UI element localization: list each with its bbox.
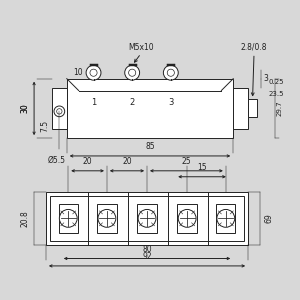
Circle shape <box>54 106 65 117</box>
Text: 30: 30 <box>21 103 30 113</box>
Bar <box>58 203 78 233</box>
Text: 3: 3 <box>263 74 268 83</box>
Bar <box>50 196 244 241</box>
Text: 15: 15 <box>197 163 207 172</box>
Text: 80: 80 <box>142 245 152 254</box>
Bar <box>46 192 248 245</box>
Text: 29.7: 29.7 <box>276 100 282 116</box>
Text: 30: 30 <box>21 103 30 113</box>
Text: Ø5.5: Ø5.5 <box>47 156 65 165</box>
Bar <box>67 79 233 138</box>
Circle shape <box>86 65 101 80</box>
Text: 2.8/0.8: 2.8/0.8 <box>241 43 267 52</box>
Circle shape <box>59 209 77 227</box>
Text: 92: 92 <box>142 253 152 262</box>
Circle shape <box>178 209 196 227</box>
Text: 10: 10 <box>73 68 82 77</box>
Text: 69: 69 <box>264 214 273 223</box>
Text: 7.5: 7.5 <box>40 120 49 132</box>
Bar <box>137 203 157 233</box>
Text: 85: 85 <box>145 142 155 152</box>
Bar <box>97 203 117 233</box>
Circle shape <box>217 209 235 227</box>
Circle shape <box>98 209 116 227</box>
Text: 1: 1 <box>91 98 96 107</box>
Text: 20: 20 <box>83 157 92 166</box>
Text: 2: 2 <box>130 98 135 107</box>
Circle shape <box>138 209 156 227</box>
Bar <box>248 100 257 117</box>
Text: 3: 3 <box>168 98 173 107</box>
Bar <box>178 203 197 233</box>
Text: 20.8: 20.8 <box>21 210 30 227</box>
Text: 25: 25 <box>182 157 191 166</box>
Circle shape <box>164 65 178 80</box>
Bar <box>216 203 236 233</box>
Text: 20: 20 <box>122 157 132 166</box>
Bar <box>52 88 67 129</box>
Text: M5x10: M5x10 <box>128 43 154 52</box>
Bar <box>233 88 248 129</box>
Circle shape <box>125 65 140 80</box>
Text: 23.5: 23.5 <box>269 91 284 97</box>
Text: 0.25: 0.25 <box>269 79 284 85</box>
